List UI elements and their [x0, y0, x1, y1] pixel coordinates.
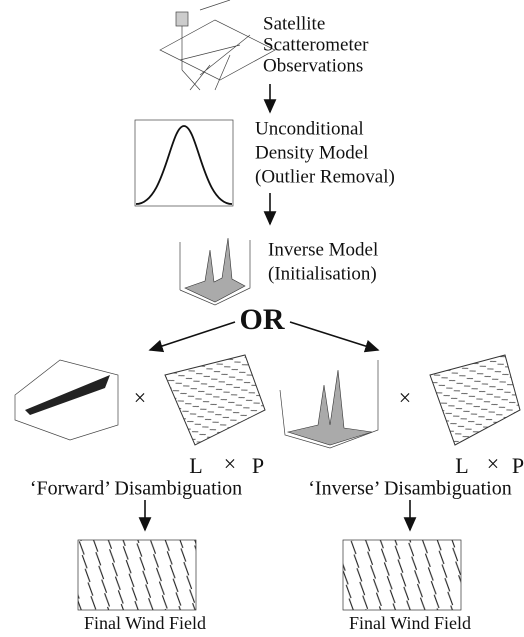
peaks-plot [280, 360, 378, 448]
prior: P [252, 453, 264, 478]
wind-field [343, 540, 461, 610]
likelihood: L [455, 453, 468, 478]
operator: × [399, 385, 411, 410]
likelihood: L [189, 453, 202, 478]
branch-title: ‘Forward’ Disambiguation [30, 478, 242, 500]
step-text: Scatterometer [263, 34, 369, 55]
peaks-plot [180, 238, 250, 305]
branch-label: OR [240, 303, 285, 336]
wind-map [165, 355, 265, 445]
result-label: Final Wind Field [349, 613, 471, 633]
forward-model-plot [15, 360, 118, 440]
diagram: Satellite Scatterometer Observations Unc… [0, 0, 524, 637]
step-text: Inverse Model [268, 239, 378, 260]
branch-title: ‘Inverse’ Disambiguation [308, 478, 511, 500]
step-text: Density Model [255, 142, 368, 163]
step-text: (Outlier Removal) [255, 166, 395, 187]
step-text: Unconditional [255, 118, 364, 139]
density-plot [135, 120, 233, 206]
satellite-image [160, 0, 275, 90]
prior: P [512, 453, 524, 478]
step-text: Satellite [263, 13, 325, 34]
step-text: (Initialisation) [268, 263, 377, 284]
wind-field [78, 540, 196, 610]
operator: × [134, 385, 146, 410]
operator: × [487, 451, 499, 476]
result-label: Final Wind Field [84, 613, 206, 633]
arrow [290, 322, 378, 350]
wind-map [430, 355, 520, 445]
arrow [150, 322, 235, 350]
step-text: Observations [263, 55, 363, 76]
operator: × [224, 451, 236, 476]
